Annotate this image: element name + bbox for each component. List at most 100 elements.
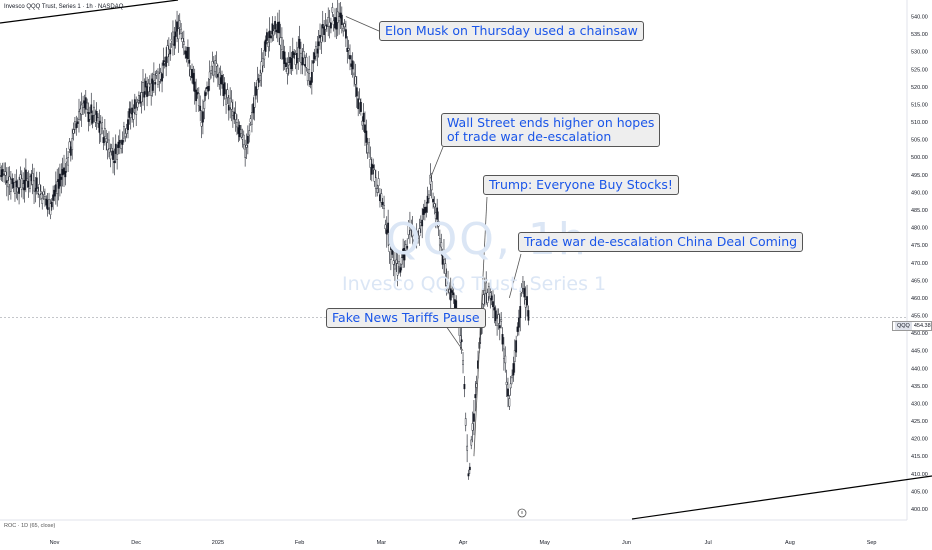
candle-body (449, 288, 452, 301)
y-tick-label: 445.00 (911, 349, 928, 355)
candle-body (274, 20, 276, 30)
candle-body (520, 287, 523, 293)
candle-body (86, 102, 89, 110)
candle-body (411, 228, 414, 237)
candle-body (285, 62, 287, 68)
candle-body (208, 71, 211, 80)
candle-body (406, 246, 409, 249)
y-tick-label: 525.00 (911, 67, 928, 73)
candle-body (193, 81, 196, 92)
candle-body (18, 187, 20, 194)
candle-body (365, 130, 368, 143)
annotation-trade-war[interactable]: Trade war de-escalation China Deal Comin… (518, 232, 804, 252)
candle-body (259, 75, 262, 81)
candle-body (444, 263, 447, 274)
annotation-elon-musk[interactable]: Elon Musk on Thursday used a chainsaw (379, 21, 644, 41)
candle-body (338, 16, 341, 22)
candle-body (324, 25, 327, 30)
candle-body (380, 193, 383, 203)
candle-body (298, 38, 301, 49)
annotation-text: Trump: Everyone Buy Stocks! (489, 177, 673, 192)
candle-body (29, 176, 31, 189)
candle-body (195, 89, 198, 102)
candle-body (302, 51, 305, 59)
candle-body (387, 222, 390, 233)
candle-body (142, 82, 144, 93)
candle-body (187, 46, 189, 60)
candle-body (268, 30, 271, 39)
candle-body (105, 138, 108, 143)
y-tick-label: 465.00 (911, 278, 928, 284)
candle-body (99, 122, 102, 135)
candle-body (151, 78, 154, 91)
y-tick-label: 490.00 (911, 190, 928, 196)
x-tick-label: 2025 (212, 540, 224, 546)
candle-body (253, 95, 256, 108)
candle-body (240, 129, 242, 134)
candle-body (143, 91, 146, 98)
candle-body (500, 318, 503, 322)
candle-body (178, 20, 181, 28)
candle-body (123, 126, 125, 139)
candle-body (511, 375, 513, 379)
annotation-trump[interactable]: Trump: Everyone Buy Stocks! (483, 175, 679, 195)
candle-body (39, 191, 42, 194)
candle-body (522, 281, 524, 289)
annotation-fake-news[interactable]: Fake News Tariffs Pause (326, 308, 486, 328)
chart-title: Invesco QQQ Trust, Series 1 · 1h · NASDA… (4, 4, 124, 10)
trendline-upper[interactable] (0, 0, 179, 24)
candle-body (127, 119, 129, 131)
candle-body (114, 143, 117, 154)
y-tick-label: 405.00 (911, 489, 928, 495)
candle-body (516, 326, 519, 332)
candle-body (492, 301, 494, 308)
candle-body (335, 17, 338, 30)
candle-body (403, 248, 406, 261)
annotation-wall-street[interactable]: Wall Street ends higher on hopes of trad… (441, 113, 661, 147)
candle-body (53, 189, 56, 197)
candle-body (377, 178, 380, 186)
candle-body (174, 31, 177, 37)
candle-body (494, 310, 497, 322)
candle-body (64, 171, 67, 178)
y-tick-label: 430.00 (911, 401, 928, 407)
candle-body (432, 198, 434, 203)
candle-body (470, 439, 473, 446)
candle-body (438, 238, 441, 246)
candle-body (462, 360, 464, 365)
candle-body (417, 234, 419, 240)
candle-body (410, 227, 413, 230)
candle-body (223, 82, 226, 95)
x-tick-label: Apr (459, 540, 468, 546)
candle-body (310, 72, 313, 83)
candle-body (31, 173, 34, 185)
candle-body (33, 180, 35, 192)
candle-body (75, 123, 78, 129)
candle-body (358, 99, 361, 104)
candle-body (230, 101, 233, 110)
y-tick-label: 440.00 (911, 366, 928, 372)
candle-body (517, 317, 520, 328)
candle-body (323, 27, 326, 36)
candle-body (118, 139, 121, 144)
candle-body (63, 167, 65, 175)
trendline-lower[interactable] (631, 475, 932, 520)
candle-body (117, 141, 120, 148)
candle-body (210, 70, 212, 74)
reset-icon[interactable] (517, 508, 527, 518)
candle-body (108, 139, 110, 149)
annotation-text: Elon Musk on Thursday used a chainsaw (385, 23, 638, 38)
candle-body (312, 60, 315, 64)
candle-body (67, 157, 69, 166)
annotation-connector (445, 325, 464, 351)
candle-body (42, 191, 45, 195)
candle-body (473, 413, 475, 422)
candle-body (485, 282, 488, 294)
candle-body (225, 98, 227, 105)
candle-body (342, 27, 345, 32)
candle-body (242, 134, 245, 145)
candle-body (11, 178, 14, 185)
y-tick-label: 485.00 (911, 208, 928, 214)
candle-body (437, 221, 440, 227)
candle-body (320, 36, 323, 43)
